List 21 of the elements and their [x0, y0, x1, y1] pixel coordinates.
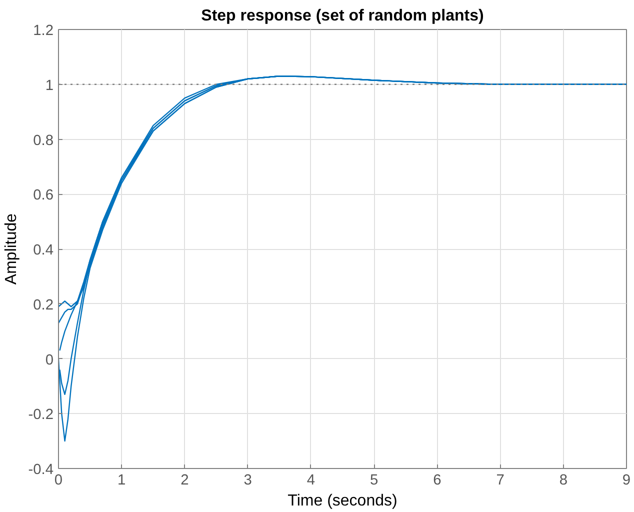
- x-tick-label: 2: [180, 472, 189, 488]
- x-tick-label: 5: [370, 472, 378, 488]
- x-tick-label: 9: [622, 472, 631, 488]
- y-tick-label: -0.2: [28, 407, 54, 424]
- y-tick-label: -0.4: [28, 462, 54, 478]
- y-tick-label: 0.4: [33, 242, 54, 258]
- y-tick-label: 0.2: [33, 297, 54, 314]
- y-tick-label: 0: [45, 352, 54, 368]
- x-tick-label: 8: [559, 472, 568, 488]
- x-tick-label: 6: [433, 472, 442, 488]
- chart-title: Step response (set of random plants): [201, 8, 484, 24]
- y-tick-label: 0.6: [33, 188, 54, 204]
- x-tick-label: 7: [496, 472, 504, 488]
- x-tick-label: 3: [244, 472, 252, 488]
- y-tick-label: 1.2: [33, 23, 54, 39]
- y-axis-title: Amplitude: [3, 213, 20, 285]
- x-tick-label: 1: [118, 472, 126, 488]
- y-tick-label: 0.8: [33, 132, 54, 149]
- x-axis-title: Time (seconds): [288, 492, 398, 510]
- y-tick-label: 1: [45, 78, 54, 94]
- x-tick-label: 4: [306, 472, 316, 488]
